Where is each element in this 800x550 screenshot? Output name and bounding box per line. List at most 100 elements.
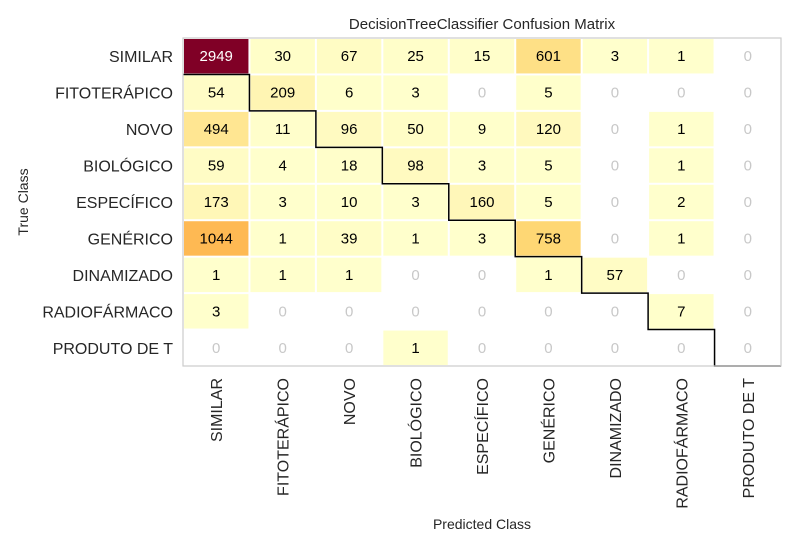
x-tick-label: FITOTERÁPICO [274, 378, 293, 496]
cell-value-label: 3 [411, 85, 419, 102]
cell-value-label: 758 [536, 230, 561, 247]
heatmap-cell [383, 294, 448, 329]
cell-value-label: 0 [744, 158, 752, 175]
heatmap-cell [649, 221, 714, 256]
heatmap-cell [250, 39, 315, 74]
heatmap-cell [449, 257, 515, 293]
heatmap-cell [449, 111, 515, 147]
heatmap-cell [649, 294, 714, 329]
heatmap-cell [582, 330, 648, 365]
heatmap-cell [383, 75, 448, 110]
heatmap-cell [516, 330, 581, 365]
y-tick-label: ESPECÍFICO [76, 193, 173, 212]
heatmap-cell [250, 148, 315, 183]
cell-value-label: 0 [611, 85, 619, 102]
cell-value-label: 0 [744, 267, 752, 284]
heatmap-cell [649, 330, 714, 365]
cell-value-label: 0 [677, 267, 685, 284]
heatmap-cell [383, 39, 448, 74]
cell-value-label: 67 [341, 48, 358, 65]
cell-value-label: 0 [744, 48, 752, 65]
y-tick-label: RADIOFÁRMACO [42, 302, 173, 321]
heatmap-cell [383, 221, 448, 256]
cell-value-label: 0 [611, 230, 619, 247]
cell-value-label: 1 [677, 230, 685, 247]
heatmap-cell [250, 221, 315, 256]
y-tick-label: SIMILAR [109, 49, 173, 66]
x-tick-label: GENÉRICO [539, 378, 558, 463]
heatmap-cell [715, 221, 780, 256]
cell-value-label: 0 [611, 158, 619, 175]
heatmap-cell [383, 184, 448, 220]
heatmap-cell [449, 330, 515, 365]
y-tick-labels: SIMILAR FITOTERÁPICO NOVO BIOLÓGICO ESPECÍFI… [42, 49, 173, 358]
heatmap-cell [383, 257, 448, 293]
cell-value-label: 1 [278, 230, 286, 247]
cell-value-label: 1 [345, 267, 353, 284]
cell-value-label: 0 [544, 340, 552, 357]
cell-value-label: 0 [212, 340, 220, 357]
cell-value-label: 98 [407, 158, 424, 175]
cell-value-label: 0 [611, 303, 619, 320]
cell-value-label: 0 [744, 303, 752, 320]
heatmap-cell [184, 184, 249, 220]
x-tick-label: RADIOFÁRMACO [672, 378, 691, 509]
cell-value-label: 494 [204, 121, 229, 138]
cell-value-label: 2949 [200, 48, 233, 65]
x-tick-label: BIOLÓGICO [407, 378, 426, 468]
heatmap-cell [649, 75, 714, 110]
cell-value-label: 5 [544, 85, 552, 102]
heatmap-cell [316, 294, 382, 329]
heatmap-cell [184, 330, 249, 365]
cell-value-label: 0 [744, 230, 752, 247]
cell-value-label: 0 [478, 303, 486, 320]
cell-value-label: 0 [345, 340, 353, 357]
cell-value-label: 9 [478, 121, 486, 138]
cell-value-label: 0 [278, 303, 286, 320]
heatmap-cell [649, 184, 714, 220]
cell-value-label: 0 [278, 340, 286, 357]
cell-value-label: 3 [478, 230, 486, 247]
heatmap-cell [449, 148, 515, 183]
heatmap-cell [316, 148, 382, 183]
cell-value-label: 1044 [200, 230, 233, 247]
heatmap-cell [449, 39, 515, 74]
heatmap-cell [715, 148, 780, 183]
cell-value-label: 0 [345, 303, 353, 320]
cell-value-label: 3 [212, 303, 220, 320]
cell-value-label: 3 [278, 194, 286, 211]
heatmap-cell [715, 75, 780, 110]
heatmap-cell [316, 39, 382, 74]
cell-value-label: 0 [611, 340, 619, 357]
heatmap-cell [250, 294, 315, 329]
y-tick-label: PRODUTO DE T [53, 341, 174, 358]
heatmap-cell [316, 111, 382, 147]
heatmap-cell [715, 330, 780, 365]
diagonal-line [183, 73, 781, 367]
cell-value-label: 1 [677, 48, 685, 65]
x-tick-label: PRODUTO DE T [741, 378, 758, 499]
cell-value-label: 7 [677, 303, 685, 320]
heatmap-cell [184, 294, 249, 329]
cell-value-label: 1 [278, 267, 286, 284]
heatmap-cell [715, 39, 780, 74]
heatmap-cell [582, 111, 648, 147]
heatmap-cell [250, 257, 315, 293]
cell-value-label: 0 [411, 303, 419, 320]
heatmap-cell [582, 221, 648, 256]
heatmap-cell [715, 294, 780, 329]
x-axis-label: Predicted Class [433, 516, 531, 532]
cell-value-label: 10 [341, 194, 358, 211]
cell-value-label: 1 [411, 340, 419, 357]
y-tick-label: BIOLÓGICO [83, 157, 173, 176]
cell-value-label: 18 [341, 158, 358, 175]
heatmap-cell [649, 39, 714, 74]
cell-value-label: 1 [544, 267, 552, 284]
heatmap-cell [250, 330, 315, 365]
heatmap-cell [649, 148, 714, 183]
cell-value-label: 54 [208, 85, 225, 102]
heatmap-cell [184, 39, 249, 74]
heatmap-cell [449, 221, 515, 256]
cell-value-label: 3 [411, 194, 419, 211]
heatmap-cell [250, 111, 315, 147]
